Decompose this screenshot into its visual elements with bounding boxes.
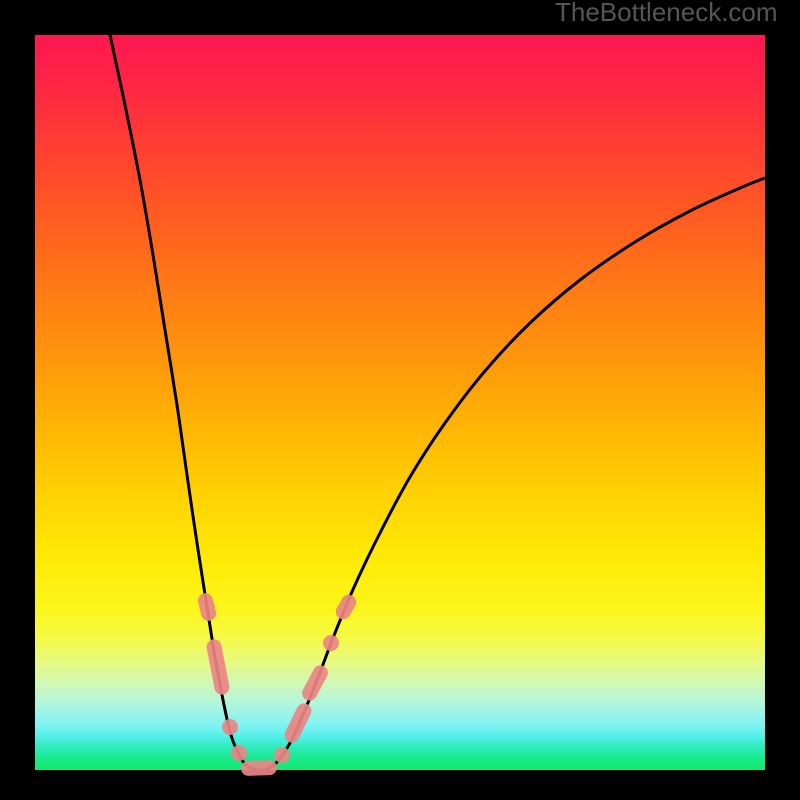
marker: [205, 638, 230, 696]
marker: [333, 592, 359, 622]
markers-group: [196, 592, 359, 777]
right-curve: [260, 178, 765, 770]
marker: [241, 760, 278, 776]
left-curve: [110, 35, 260, 770]
marker: [323, 635, 339, 651]
watermark-text: TheBottleneck.com: [555, 0, 778, 28]
marker: [299, 663, 330, 704]
marker: [274, 747, 290, 763]
curve-overlay: [35, 35, 765, 770]
plot-area: [35, 35, 765, 770]
marker: [196, 592, 217, 623]
chart-container: TheBottleneck.com: [0, 0, 800, 800]
marker: [282, 701, 314, 745]
marker: [231, 745, 247, 761]
marker: [222, 719, 238, 735]
